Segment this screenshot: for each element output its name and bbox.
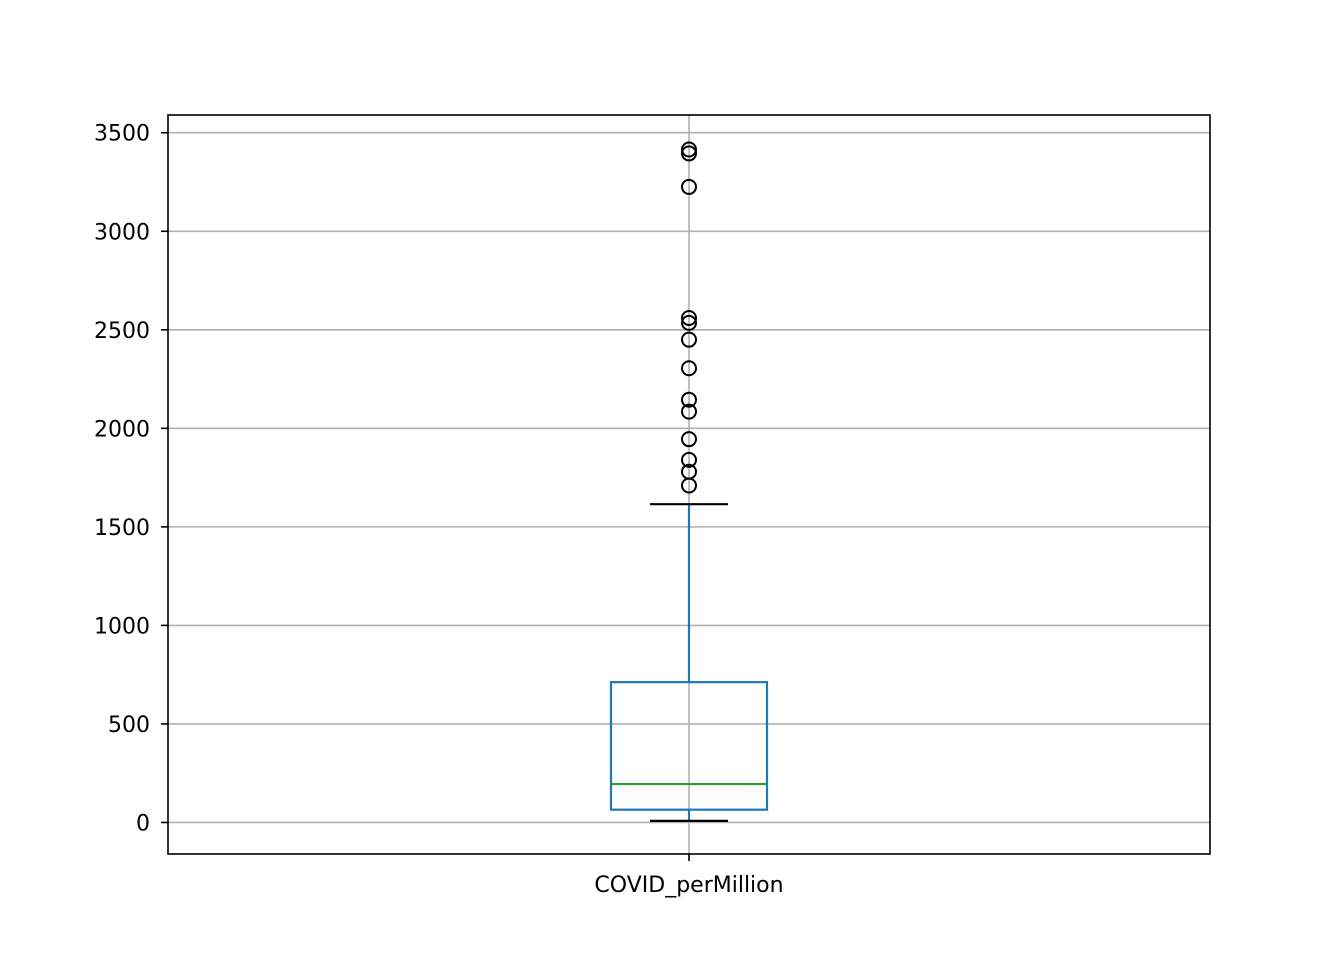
y-tick-label: 500 <box>108 713 150 738</box>
y-tick-label: 3500 <box>94 122 150 147</box>
x-tick-label-category: COVID_perMillion <box>594 873 783 898</box>
outlier-point <box>681 141 697 158</box>
outlier-point <box>681 403 697 420</box>
y-axis-ticks: 0 500 1000 1500 2000 2500 3000 3500 <box>94 122 168 836</box>
y-tick-label: 2000 <box>94 417 150 442</box>
outlier-point <box>681 145 697 162</box>
outlier-point <box>681 391 697 408</box>
outlier-point <box>681 309 697 326</box>
outlier-point <box>681 331 697 348</box>
x-axis-ticks: COVID_perMillion <box>594 854 784 898</box>
outlier-point <box>681 178 697 195</box>
y-tick-label: 0 <box>136 811 150 836</box>
y-tick-label: 2500 <box>94 319 150 344</box>
y-tick-label: 1000 <box>94 614 150 639</box>
outlier-points <box>681 141 697 494</box>
box-plot <box>609 503 769 822</box>
interquartile-box <box>609 681 769 811</box>
y-tick-label: 1500 <box>94 516 150 541</box>
outlier-point <box>681 463 697 480</box>
y-tick-label: 3000 <box>94 220 150 245</box>
outlier-point <box>681 360 697 377</box>
outlier-point <box>681 431 697 448</box>
outlier-point <box>681 451 697 468</box>
outlier-point <box>681 314 697 331</box>
